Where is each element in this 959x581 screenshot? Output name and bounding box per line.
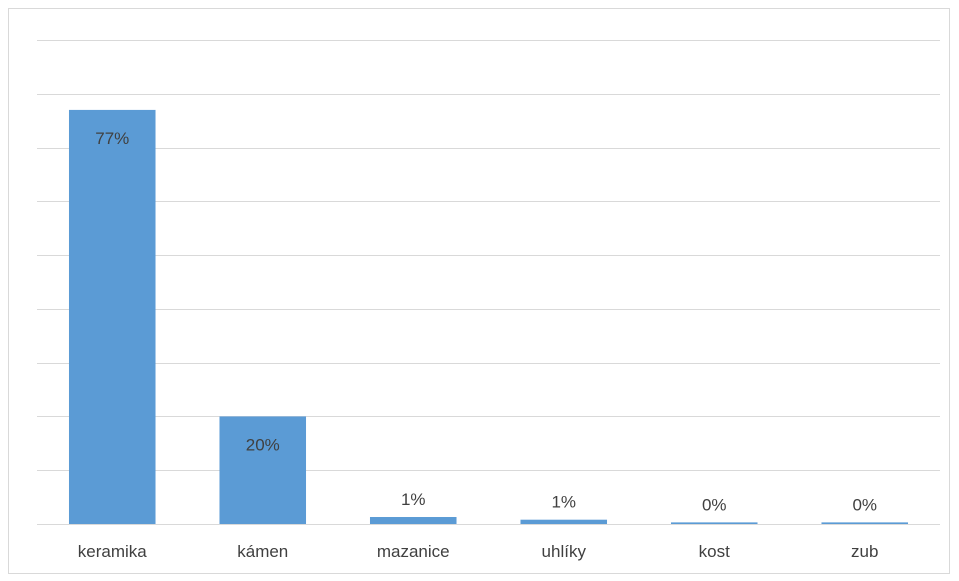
bar-3: [520, 519, 608, 524]
data-label-0: 77%: [95, 129, 129, 148]
gridlines: [37, 40, 940, 471]
x-tick-label-3: uhlíky: [542, 542, 587, 561]
x-tick-label-0: keramika: [78, 542, 148, 561]
x-tick-label-5: zub: [851, 542, 878, 561]
data-label-5: 0%: [852, 495, 877, 514]
data-label-2: 1%: [401, 490, 426, 509]
data-labels: 77% 20% 1% 1% 0% 0%: [95, 129, 877, 514]
bar-0: [68, 109, 156, 525]
x-tick-labels: keramika kámen mazanice uhlíky kost zub: [78, 542, 879, 561]
data-label-3: 1%: [551, 493, 576, 512]
chart-frame: [8, 8, 950, 574]
data-label-4: 0%: [702, 495, 727, 514]
x-tick-label-1: kámen: [237, 542, 288, 561]
bar-1: [219, 416, 307, 524]
bar-2: [369, 517, 457, 524]
bars: [68, 109, 909, 525]
bar-5: [821, 522, 909, 524]
x-tick-label-2: mazanice: [377, 542, 450, 561]
data-label-1: 20%: [246, 435, 280, 454]
x-tick-label-4: kost: [699, 542, 730, 561]
bar-4: [670, 522, 758, 524]
